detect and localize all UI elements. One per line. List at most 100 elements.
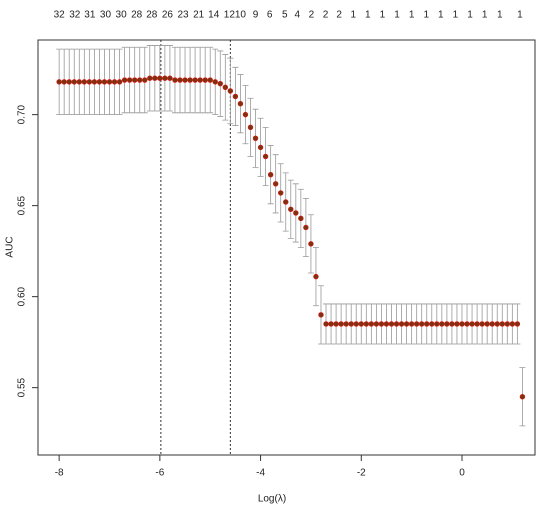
point [126, 77, 133, 83]
point [278, 190, 284, 196]
point [232, 93, 239, 100]
point [504, 321, 511, 327]
point [222, 84, 229, 91]
point [106, 79, 113, 85]
point [267, 171, 274, 178]
point [137, 77, 143, 83]
x-tick-label: -4 [256, 468, 265, 479]
point [197, 77, 203, 83]
top-axis-label: 2 [336, 10, 342, 21]
point [86, 79, 93, 85]
point [363, 321, 370, 327]
point [424, 321, 430, 327]
point [81, 79, 88, 85]
point [91, 79, 98, 85]
point [338, 321, 344, 327]
point [61, 79, 67, 85]
top-axis-label: 28 [131, 10, 143, 21]
top-axis-label: 2 [309, 10, 315, 21]
top-axis-label: 1 [380, 10, 386, 21]
point [207, 77, 213, 83]
top-axis-label: 1 [517, 10, 523, 21]
point [116, 79, 123, 85]
point [469, 321, 475, 327]
point [358, 321, 364, 327]
y-tick-label: 0.65 [17, 195, 28, 215]
point [101, 79, 108, 85]
point [403, 321, 410, 327]
point [413, 321, 420, 327]
point [459, 321, 465, 327]
point [449, 321, 455, 327]
point [212, 79, 218, 85]
point [398, 321, 405, 327]
point [408, 321, 415, 327]
top-axis-label: 30 [100, 10, 112, 21]
point [182, 77, 188, 83]
point [147, 75, 153, 81]
point [519, 394, 526, 400]
top-axis-label: 1 [453, 10, 459, 21]
point [242, 111, 249, 118]
point [96, 79, 103, 85]
top-axis-label: 12 [224, 10, 236, 21]
plot-frame [37, 39, 536, 456]
point [252, 135, 259, 141]
point [318, 312, 324, 318]
point [348, 321, 354, 327]
point [464, 321, 470, 327]
x-tick-label: -8 [55, 468, 64, 479]
point [293, 210, 299, 216]
point [202, 77, 208, 83]
top-axis-label: 32 [69, 10, 81, 21]
top-axis-label: 1 [394, 10, 400, 21]
top-axis-label: 1 [438, 10, 444, 21]
point [323, 321, 329, 327]
point [66, 79, 72, 85]
top-axis-label: 1 [497, 10, 503, 21]
point [479, 321, 485, 327]
point [308, 241, 314, 247]
point [257, 144, 264, 151]
point [429, 321, 435, 327]
top-axis-label: 1 [409, 10, 415, 21]
point [167, 75, 173, 81]
point [454, 321, 460, 327]
point [71, 79, 77, 85]
top-axis-label: 4 [295, 10, 301, 21]
point [142, 77, 148, 83]
point [444, 321, 450, 327]
point [333, 321, 339, 327]
point [272, 181, 279, 187]
point [419, 321, 425, 327]
top-axis-label: 1 [423, 10, 429, 21]
top-axis-label: 21 [193, 10, 205, 21]
x-tick-label: -2 [357, 468, 366, 479]
point [313, 273, 319, 280]
point [388, 321, 395, 327]
point [514, 321, 521, 327]
point [288, 206, 294, 212]
y-tick-label: 0.70 [17, 104, 28, 124]
point [131, 77, 138, 83]
top-axis-label: 26 [162, 10, 174, 21]
point [489, 321, 495, 327]
point [187, 77, 193, 83]
point [368, 321, 375, 327]
point [439, 321, 445, 327]
point [303, 224, 309, 231]
top-axis-label: 32 [54, 10, 66, 21]
point [247, 124, 254, 131]
x-axis-label: Log(λ) [258, 494, 286, 505]
point [298, 215, 304, 222]
x-tick-label: 0 [459, 468, 465, 479]
top-axis-label: 1 [467, 10, 473, 21]
top-axis-label: 6 [267, 10, 273, 21]
top-axis-label: 23 [177, 10, 189, 21]
point [76, 79, 82, 85]
top-axis-label: 9 [253, 10, 259, 21]
top-axis-label: 28 [146, 10, 158, 21]
point [494, 321, 500, 327]
point [172, 77, 178, 83]
